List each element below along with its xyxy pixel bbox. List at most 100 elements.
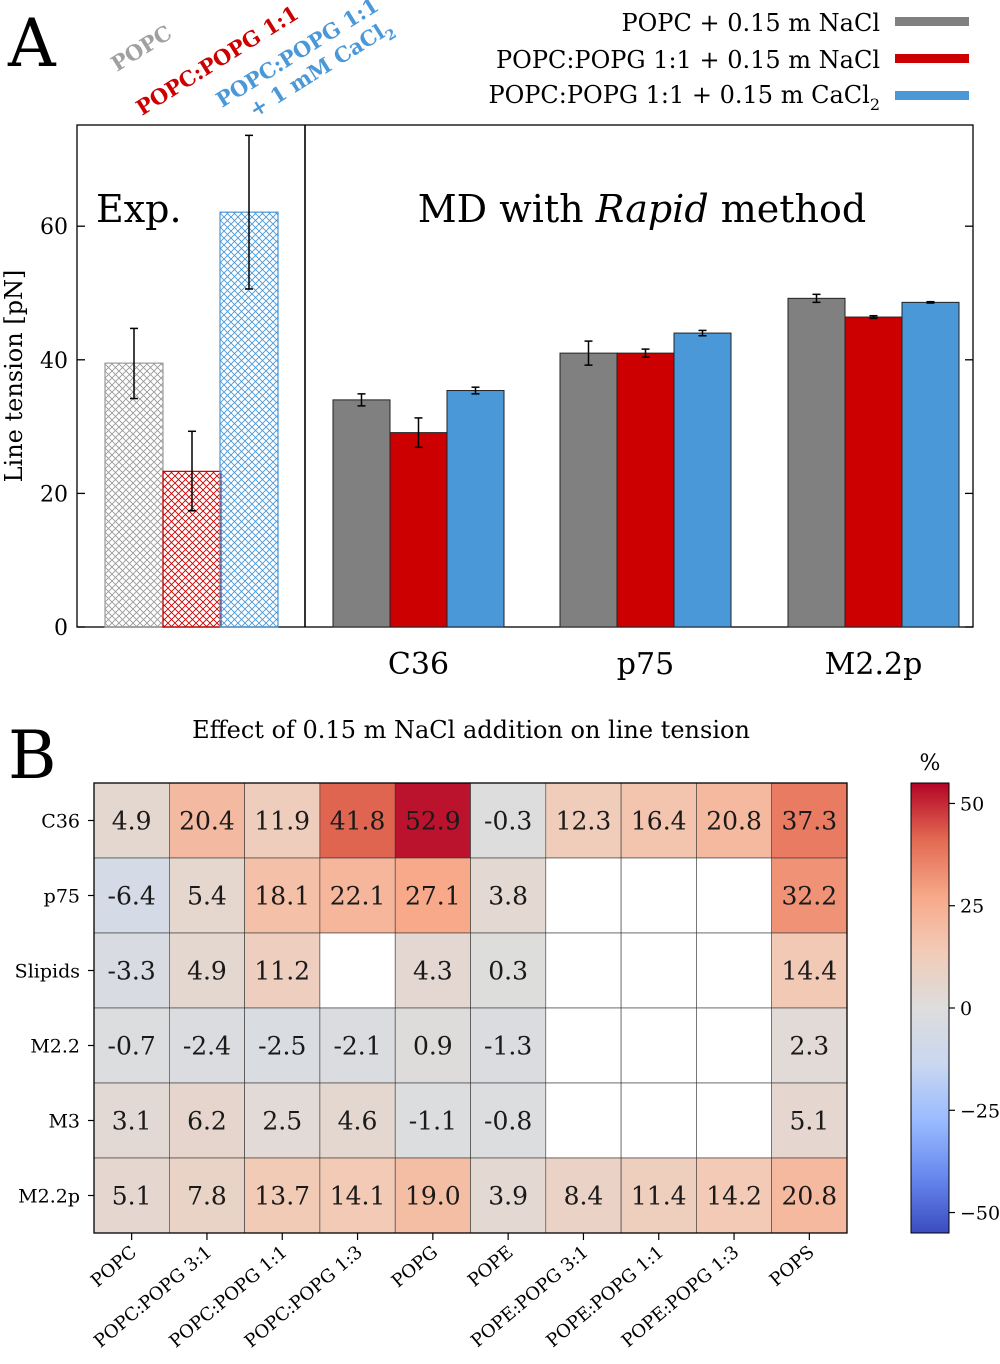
heatmap-cell bbox=[620, 857, 697, 934]
md-category-label: p75 bbox=[617, 647, 674, 682]
heatmap-cell bbox=[620, 932, 697, 1009]
heatmap-cell bbox=[244, 1082, 321, 1159]
colorbar bbox=[910, 782, 950, 1234]
heatmap-cell-value: 3.1 bbox=[112, 1107, 152, 1136]
heatmap-col-label: POPC bbox=[87, 1242, 141, 1292]
heatmap-row-label: M3 bbox=[48, 1111, 80, 1133]
heatmap-cell-value: -1.1 bbox=[409, 1107, 457, 1136]
panel-b-label: B bbox=[8, 717, 57, 794]
y-tick-label: 0 bbox=[54, 616, 68, 641]
heatmap-cell bbox=[545, 1082, 622, 1159]
heatmap-cell bbox=[620, 1007, 697, 1084]
heatmap-frame bbox=[93, 782, 848, 1234]
heatmap-cell-value: 19.0 bbox=[405, 1182, 461, 1211]
md-category-label: C36 bbox=[388, 647, 449, 682]
heatmap-cell bbox=[93, 1007, 170, 1084]
y-tick-label: 60 bbox=[40, 215, 68, 240]
heatmap-cell bbox=[93, 782, 170, 859]
heatmap-cell-value: 13.7 bbox=[254, 1182, 310, 1211]
heatmap-cell bbox=[771, 1157, 848, 1234]
y-tick-label: 40 bbox=[40, 349, 68, 374]
heatmap-cell-value: 20.8 bbox=[782, 1182, 838, 1211]
heatmap-cell-value: 0.9 bbox=[413, 1032, 453, 1061]
heatmap-cell-value: 7.8 bbox=[187, 1182, 227, 1211]
heatmap-cell-value: 16.4 bbox=[631, 807, 687, 836]
heatmap-cell bbox=[169, 1082, 245, 1159]
heatmap-cell bbox=[394, 1157, 471, 1234]
heatmap-row-label: p75 bbox=[44, 886, 80, 908]
heatmap-cell-value: 2.3 bbox=[789, 1032, 829, 1061]
legend-swatch-blue bbox=[895, 91, 969, 100]
heatmap-cell bbox=[319, 857, 396, 934]
heatmap-cell-value: 27.1 bbox=[405, 882, 461, 911]
heatmap-cell-value: -1.3 bbox=[484, 1032, 532, 1061]
heatmap-cell-value: 4.9 bbox=[187, 957, 227, 986]
heatmap-cell bbox=[771, 857, 848, 934]
heatmap-cell bbox=[545, 932, 622, 1009]
heatmap-cell-value: 14.2 bbox=[706, 1182, 762, 1211]
heatmap-row-label: M2.2 bbox=[30, 1036, 80, 1058]
heatmap-cell-value: -0.7 bbox=[108, 1032, 156, 1061]
heatmap-cell-value: 12.3 bbox=[556, 807, 612, 836]
heatmap-row-label: C36 bbox=[41, 811, 80, 833]
heatmap-cell bbox=[696, 932, 773, 1009]
heatmap-cell-value: 32.2 bbox=[782, 882, 838, 911]
heatmap-cell bbox=[545, 857, 622, 934]
heatmap-cell bbox=[244, 1007, 321, 1084]
heatmap-cell bbox=[545, 1157, 622, 1234]
heatmap-cell bbox=[771, 1082, 848, 1159]
heatmap-cell bbox=[244, 857, 321, 934]
legend-label-popc-nacl: POPC + 0.15 m NaCl bbox=[621, 9, 880, 37]
heatmap-row-label: M2.2p bbox=[18, 1186, 80, 1208]
legend-label-popc-popg-nacl: POPC:POPG 1:1 + 0.15 m NaCl bbox=[496, 46, 880, 74]
heatmap-cell-value: -2.5 bbox=[258, 1032, 306, 1061]
heatmap-cell-value: 3.9 bbox=[488, 1182, 528, 1211]
heatmap-title: Effect of 0.15 m NaCl addition on line t… bbox=[192, 716, 750, 744]
colorbar-tick-label: −50 bbox=[960, 1203, 1000, 1225]
heatmap-cell bbox=[169, 1157, 245, 1234]
heatmap-cell-value: 8.4 bbox=[564, 1182, 604, 1211]
heatmap-cell-value: 52.9 bbox=[405, 807, 461, 836]
heatmap-cell bbox=[93, 857, 170, 934]
exp-bar-label-popc: POPC bbox=[106, 20, 176, 76]
heatmap-cell bbox=[394, 1007, 471, 1084]
md-category-labels: C36 p75 M2.2p bbox=[388, 647, 922, 682]
heatmap-cell bbox=[244, 932, 321, 1009]
heatmap-cell bbox=[470, 1157, 547, 1234]
heatmap-cell-value: -6.4 bbox=[108, 882, 156, 911]
heatmap-cell-value: 20.4 bbox=[179, 807, 235, 836]
heatmap-cell-value: -2.1 bbox=[333, 1032, 381, 1061]
md-bar bbox=[616, 352, 675, 628]
colorbar-tick-label: 50 bbox=[960, 793, 984, 815]
y-axis-label: Line tension [pN] bbox=[0, 270, 28, 483]
colorbar-label: % bbox=[920, 751, 941, 776]
md-bar bbox=[446, 390, 505, 628]
heatmap-cell bbox=[470, 857, 547, 934]
panel-a-frame bbox=[76, 124, 974, 628]
md-bar bbox=[389, 432, 448, 628]
heatmap-col-label: POPS bbox=[766, 1242, 819, 1291]
heatmap-cell-value: 41.8 bbox=[330, 807, 386, 836]
heatmap-cell-value: 4.6 bbox=[338, 1107, 378, 1136]
heatmap-cell bbox=[319, 932, 396, 1009]
colorbar-tick-label: −25 bbox=[960, 1100, 1000, 1122]
exp-section-label: Exp. bbox=[96, 187, 182, 231]
panel-a-label: A bbox=[7, 5, 57, 82]
md-bar bbox=[332, 399, 391, 628]
heatmap-cell bbox=[93, 1157, 170, 1234]
md-bar bbox=[787, 297, 846, 628]
heatmap-cell-value: 11.2 bbox=[254, 957, 310, 986]
heatmap-cell-value: 5.4 bbox=[187, 882, 227, 911]
heatmap-row-label: Slipids bbox=[15, 961, 80, 983]
heatmap-cell bbox=[169, 782, 245, 859]
heatmap-cell-value: 6.2 bbox=[187, 1107, 227, 1136]
heatmap-cell bbox=[470, 782, 547, 859]
heatmap-cell-value: 11.4 bbox=[631, 1182, 687, 1211]
heatmap-cell-value: 11.9 bbox=[254, 807, 310, 836]
heatmap-cell bbox=[394, 782, 471, 859]
heatmap-cell bbox=[394, 857, 471, 934]
legend-label-popc-popg-cacl2: POPC:POPG 1:1 + 0.15 m CaCl2 bbox=[488, 81, 880, 114]
md-bar bbox=[559, 352, 618, 628]
heatmap-cell-value: 22.1 bbox=[330, 882, 386, 911]
